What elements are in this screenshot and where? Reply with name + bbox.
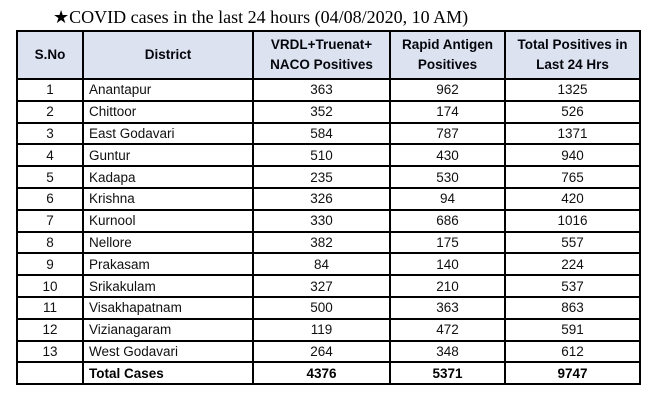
district-cell: West Godavari bbox=[82, 339, 254, 364]
vrdl-cell: 363 bbox=[252, 78, 391, 102]
total-cell: 420 bbox=[504, 186, 641, 211]
rapid-cell: 363 bbox=[389, 295, 506, 320]
vrdl-cell: 382 bbox=[252, 230, 391, 255]
sno-cell: 12 bbox=[16, 317, 84, 342]
sno-cell: 9 bbox=[16, 252, 84, 277]
table-row: 11 Visakhapatnam 500 363 863 bbox=[16, 295, 641, 320]
table-header: S.No District VRDL+Truenat+ NACO Positiv… bbox=[16, 30, 641, 80]
table-row: 6 Krishna 326 94 420 bbox=[16, 186, 641, 211]
sno-cell: 11 bbox=[16, 295, 84, 320]
col-header-district: District bbox=[82, 30, 254, 80]
district-cell: Vizianagaram bbox=[82, 317, 254, 342]
col-header-vrdl: VRDL+Truenat+ NACO Positives bbox=[252, 30, 391, 80]
total-rapid-cell: 5371 bbox=[389, 361, 506, 386]
header-row: S.No District VRDL+Truenat+ NACO Positiv… bbox=[16, 30, 641, 80]
total-cell: 863 bbox=[504, 295, 641, 320]
vrdl-cell: 510 bbox=[252, 143, 391, 168]
district-cell: Visakhapatnam bbox=[82, 295, 254, 320]
vrdl-cell: 330 bbox=[252, 208, 391, 233]
total-cell: 526 bbox=[504, 99, 641, 124]
table-row: 5 Kadapa 235 530 765 bbox=[16, 165, 641, 189]
sno-cell: 3 bbox=[16, 121, 84, 146]
table-row: 7 Kurnool 330 686 1016 bbox=[16, 208, 641, 233]
rapid-cell: 962 bbox=[389, 78, 506, 102]
district-cell: Krishna bbox=[82, 186, 254, 211]
table-row: 3 East Godavari 584 787 1371 bbox=[16, 121, 641, 146]
vrdl-cell: 584 bbox=[252, 121, 391, 146]
vrdl-cell: 235 bbox=[252, 165, 391, 189]
vrdl-cell: 264 bbox=[252, 339, 391, 364]
rapid-cell: 348 bbox=[389, 339, 506, 364]
district-cell: Kadapa bbox=[82, 165, 254, 189]
vrdl-cell: 84 bbox=[252, 252, 391, 277]
table-row: 13 West Godavari 264 348 612 bbox=[16, 339, 641, 364]
vrdl-cell: 327 bbox=[252, 274, 391, 298]
district-cell: Nellore bbox=[82, 230, 254, 255]
district-cell: Guntur bbox=[82, 143, 254, 168]
total-cell: 1016 bbox=[504, 208, 641, 233]
total-total-cell: 9747 bbox=[504, 361, 641, 386]
rapid-cell: 686 bbox=[389, 208, 506, 233]
sno-cell: 4 bbox=[16, 143, 84, 168]
total-sno-cell bbox=[16, 361, 84, 386]
rapid-cell: 472 bbox=[389, 317, 506, 342]
vrdl-cell: 326 bbox=[252, 186, 391, 211]
total-cell: 612 bbox=[504, 339, 641, 364]
table-row: 8 Nellore 382 175 557 bbox=[16, 230, 641, 255]
sno-cell: 5 bbox=[16, 165, 84, 189]
sno-cell: 1 bbox=[16, 78, 84, 102]
rapid-cell: 175 bbox=[389, 230, 506, 255]
district-cell: Prakasam bbox=[82, 252, 254, 277]
table-row: 2 Chittoor 352 174 526 bbox=[16, 99, 641, 124]
rapid-cell: 174 bbox=[389, 99, 506, 124]
page-title: ★COVID cases in the last 24 hours (04/08… bbox=[53, 7, 469, 27]
sno-cell: 8 bbox=[16, 230, 84, 255]
table-row: 12 Vizianagaram 119 472 591 bbox=[16, 317, 641, 342]
sno-cell: 13 bbox=[16, 339, 84, 364]
total-cell: 1371 bbox=[504, 121, 641, 146]
sno-cell: 2 bbox=[16, 99, 84, 124]
col-header-rapid: Rapid Antigen Positives bbox=[389, 30, 506, 80]
total-cell: 591 bbox=[504, 317, 641, 342]
district-cell: Anantapur bbox=[82, 78, 254, 102]
table-body: 1 Anantapur 363 962 1325 2 Chittoor 352 174 526 3 E… bbox=[16, 78, 641, 364]
total-cell: 537 bbox=[504, 274, 641, 298]
table-row: 9 Prakasam 84 140 224 bbox=[16, 252, 641, 277]
sno-cell: 7 bbox=[16, 208, 84, 233]
covid-cases-table: S.No District VRDL+Truenat+ NACO Positiv… bbox=[16, 30, 641, 386]
district-cell: Srikakulam bbox=[82, 274, 254, 298]
district-cell: East Godavari bbox=[82, 121, 254, 146]
sno-cell: 10 bbox=[16, 274, 84, 298]
vrdl-cell: 119 bbox=[252, 317, 391, 342]
rapid-cell: 210 bbox=[389, 274, 506, 298]
total-cell: 557 bbox=[504, 230, 641, 255]
total-cell: 1325 bbox=[504, 78, 641, 102]
total-label-cell: Total Cases bbox=[82, 361, 254, 386]
rapid-cell: 787 bbox=[389, 121, 506, 146]
district-cell: Chittoor bbox=[82, 99, 254, 124]
total-row: Total Cases 4376 5371 9747 bbox=[16, 361, 641, 386]
col-header-total: Total Positives in Last 24 Hrs bbox=[504, 30, 641, 80]
table-row: 10 Srikakulam 327 210 537 bbox=[16, 274, 641, 298]
sno-cell: 6 bbox=[16, 186, 84, 211]
vrdl-cell: 500 bbox=[252, 295, 391, 320]
district-cell: Kurnool bbox=[82, 208, 254, 233]
total-cell: 224 bbox=[504, 252, 641, 277]
total-cell: 940 bbox=[504, 143, 641, 168]
col-header-sno: S.No bbox=[16, 30, 84, 80]
total-cell: 765 bbox=[504, 165, 641, 189]
rapid-cell: 140 bbox=[389, 252, 506, 277]
rapid-cell: 530 bbox=[389, 165, 506, 189]
vrdl-cell: 352 bbox=[252, 99, 391, 124]
table-row: 1 Anantapur 363 962 1325 bbox=[16, 78, 641, 102]
rapid-cell: 94 bbox=[389, 186, 506, 211]
total-vrdl-cell: 4376 bbox=[252, 361, 391, 386]
rapid-cell: 430 bbox=[389, 143, 506, 168]
table-footer: Total Cases 4376 5371 9747 bbox=[16, 361, 641, 386]
table-row: 4 Guntur 510 430 940 bbox=[16, 143, 641, 168]
